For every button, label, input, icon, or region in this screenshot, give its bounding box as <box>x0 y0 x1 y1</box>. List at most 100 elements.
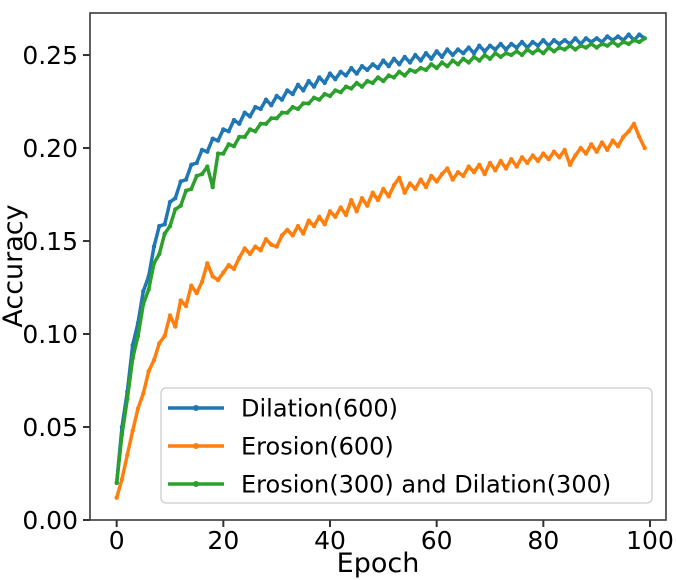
series-marker-erosion-600 <box>535 158 541 164</box>
series-marker-dilation-600 <box>370 62 375 67</box>
series-marker-erosion-300-and-dilation-300 <box>226 142 231 147</box>
series-marker-dilation-600 <box>210 136 215 141</box>
series-marker-erosion-300-and-dilation-300 <box>450 58 455 63</box>
series-marker-dilation-600 <box>189 162 194 167</box>
series-marker-erosion-600 <box>125 452 130 458</box>
series-marker-erosion-600 <box>487 160 493 166</box>
series-marker-dilation-600 <box>434 49 439 54</box>
series-marker-dilation-600 <box>535 43 541 48</box>
series-marker-erosion-300-and-dilation-300 <box>130 356 135 361</box>
series-marker-erosion-300-and-dilation-300 <box>141 302 146 307</box>
series-marker-erosion-300-and-dilation-300 <box>631 38 637 43</box>
series-marker-erosion-600 <box>269 242 274 247</box>
y-tick-label: 0.20 <box>22 134 78 163</box>
series-marker-erosion-300-and-dilation-300 <box>167 223 173 229</box>
series-marker-erosion-300-and-dilation-300 <box>279 110 285 115</box>
series-marker-erosion-600 <box>466 164 471 169</box>
series-marker-erosion-300-and-dilation-300 <box>615 43 621 48</box>
x-axis-label: Epoch <box>337 548 420 579</box>
legend-label-erosion-300-and-dilation-300: Erosion(300) and Dilation(300) <box>241 471 611 499</box>
series-marker-dilation-600 <box>274 93 279 99</box>
series-marker-erosion-600 <box>317 214 322 219</box>
series-marker-dilation-600 <box>247 114 253 119</box>
series-marker-erosion-300-and-dilation-300 <box>349 86 354 91</box>
y-axis-label: Accuracy <box>0 204 29 327</box>
series-marker-erosion-600 <box>397 175 402 180</box>
series-marker-dilation-600 <box>194 160 199 166</box>
series-marker-erosion-600 <box>455 170 461 175</box>
series-marker-dilation-600 <box>626 32 631 37</box>
series-marker-erosion-300-and-dilation-300 <box>498 54 503 60</box>
series-marker-erosion-600 <box>551 149 557 154</box>
series-marker-erosion-600 <box>114 495 119 500</box>
series-marker-dilation-600 <box>359 63 365 69</box>
series-marker-dilation-600 <box>482 49 487 54</box>
series-marker-dilation-600 <box>221 127 226 132</box>
series-marker-dilation-600 <box>498 41 503 47</box>
series-marker-dilation-600 <box>573 36 578 41</box>
series-marker-erosion-600 <box>189 283 194 288</box>
series-marker-erosion-300-and-dilation-300 <box>434 65 439 71</box>
series-marker-erosion-300-and-dilation-300 <box>365 78 370 84</box>
series-marker-erosion-600 <box>450 177 455 182</box>
series-marker-erosion-300-and-dilation-300 <box>594 45 599 50</box>
series-marker-dilation-600 <box>231 117 237 123</box>
y-tick-label: 0.15 <box>22 227 78 256</box>
series-marker-dilation-600 <box>301 88 306 93</box>
series-group <box>114 32 647 500</box>
series-marker-dilation-600 <box>455 47 461 52</box>
series-marker-erosion-300-and-dilation-300 <box>610 39 615 45</box>
series-marker-erosion-300-and-dilation-300 <box>386 73 391 78</box>
series-marker-erosion-600 <box>247 251 253 257</box>
series-marker-erosion-600 <box>503 166 509 171</box>
series-marker-erosion-300-and-dilation-300 <box>199 171 205 177</box>
series-marker-erosion-300-and-dilation-300 <box>621 39 626 45</box>
series-marker-erosion-600 <box>461 173 466 179</box>
series-marker-erosion-300-and-dilation-300 <box>413 69 418 75</box>
series-marker-erosion-600 <box>637 134 642 140</box>
series-marker-dilation-600 <box>178 179 183 184</box>
series-marker-erosion-300-and-dilation-300 <box>151 261 157 266</box>
series-marker-erosion-300-and-dilation-300 <box>322 91 327 97</box>
series-marker-dilation-600 <box>429 56 434 61</box>
series-marker-dilation-600 <box>226 129 231 134</box>
y-tick-label: 0.00 <box>22 506 78 535</box>
series-marker-dilation-600 <box>279 97 285 102</box>
series-marker-erosion-600 <box>519 155 525 160</box>
series-marker-dilation-600 <box>173 196 178 201</box>
legend-sample-marker-erosion-600 <box>193 443 199 449</box>
series-marker-erosion-300-and-dilation-300 <box>119 432 125 437</box>
series-marker-erosion-300-and-dilation-300 <box>402 73 407 78</box>
series-marker-erosion-600 <box>199 279 205 285</box>
y-tick-label: 0.25 <box>22 41 78 70</box>
series-marker-erosion-300-and-dilation-300 <box>173 207 178 212</box>
series-marker-erosion-600 <box>434 179 439 184</box>
series-marker-dilation-600 <box>242 110 247 115</box>
series-marker-dilation-600 <box>461 51 466 56</box>
series-marker-erosion-600 <box>370 190 375 195</box>
series-marker-erosion-300-and-dilation-300 <box>525 47 530 52</box>
series-marker-erosion-600 <box>119 476 125 482</box>
x-tick-label: 40 <box>314 526 346 555</box>
series-marker-erosion-300-and-dilation-300 <box>258 121 263 127</box>
series-line-erosion-300-and-dilation-300 <box>114 36 647 485</box>
series-marker-dilation-600 <box>375 65 381 71</box>
series-marker-erosion-600 <box>205 261 210 266</box>
series-marker-erosion-600 <box>359 196 365 201</box>
series-marker-erosion-600 <box>445 166 450 171</box>
series-marker-erosion-300-and-dilation-300 <box>247 127 253 132</box>
series-marker-erosion-300-and-dilation-300 <box>578 43 583 48</box>
series-marker-erosion-300-and-dilation-300 <box>269 116 274 121</box>
series-marker-erosion-600 <box>493 168 498 173</box>
series-marker-dilation-600 <box>562 38 567 43</box>
series-marker-erosion-300-and-dilation-300 <box>407 67 413 73</box>
series-marker-erosion-300-and-dilation-300 <box>274 116 279 121</box>
series-marker-erosion-300-and-dilation-300 <box>338 90 343 95</box>
series-marker-erosion-600 <box>263 237 269 242</box>
series-marker-erosion-600 <box>413 186 418 192</box>
series-marker-erosion-600 <box>279 233 285 238</box>
series-marker-erosion-300-and-dilation-300 <box>642 36 647 41</box>
series-marker-dilation-600 <box>493 47 498 52</box>
series-marker-dilation-600 <box>162 222 167 227</box>
